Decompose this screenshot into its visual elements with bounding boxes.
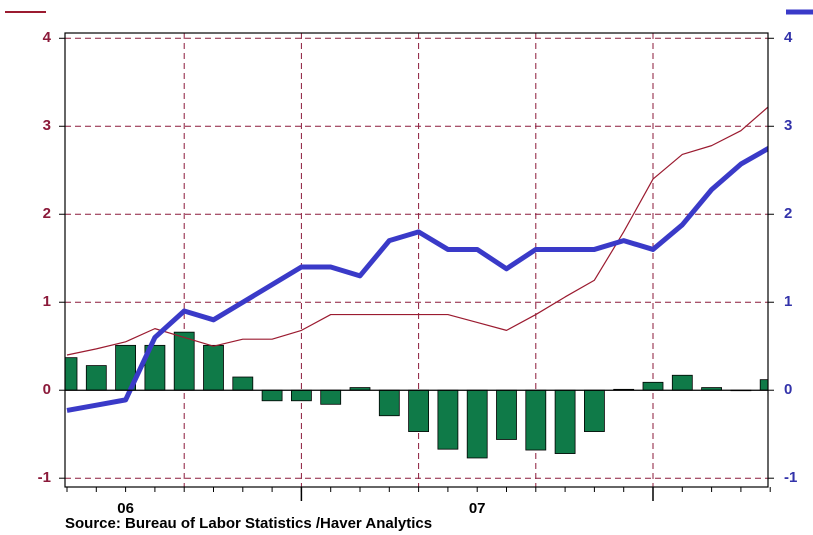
bar: [408, 389, 430, 432]
bar: [65, 357, 78, 391]
bar: [671, 374, 693, 391]
y-tick-label: 0: [43, 381, 51, 398]
y-tick-label: 2: [43, 205, 51, 222]
bar: [378, 389, 400, 417]
bar: [496, 389, 517, 440]
bar: [759, 379, 768, 391]
bar: [642, 381, 664, 391]
bar: [320, 389, 342, 405]
x-tick-label: 06: [117, 500, 134, 517]
y2-tick-label: 1: [784, 293, 792, 310]
bar: [290, 389, 312, 402]
line-series: [66, 145, 768, 413]
bar: [584, 389, 605, 432]
plot-frame: [64, 32, 769, 488]
bar: [437, 389, 459, 450]
bar: [261, 389, 283, 402]
y2-tick-label: 4: [784, 29, 793, 46]
y2-tick-label: 0: [784, 381, 792, 398]
y2-tick-label: 2: [784, 205, 792, 222]
x-tick-label: 07: [469, 500, 486, 517]
bar: [554, 389, 576, 454]
bar: [232, 376, 254, 391]
y-tick-label: 1: [43, 293, 51, 310]
y2-tick-label: 3: [784, 117, 792, 134]
plot-clip: [65, 33, 768, 487]
bar: [525, 389, 547, 451]
y-tick-label: -1: [38, 469, 51, 486]
bar: [466, 389, 488, 459]
line-series: [66, 106, 768, 356]
y2-tick-label: -1: [784, 469, 797, 486]
bar: [203, 344, 224, 391]
source-note: Source: Bureau of Labor Statistics /Have…: [65, 515, 432, 532]
y-tick-label: 3: [43, 117, 51, 134]
bar: [85, 365, 107, 391]
y-tick-label: 4: [43, 29, 52, 46]
bar: [173, 331, 195, 391]
